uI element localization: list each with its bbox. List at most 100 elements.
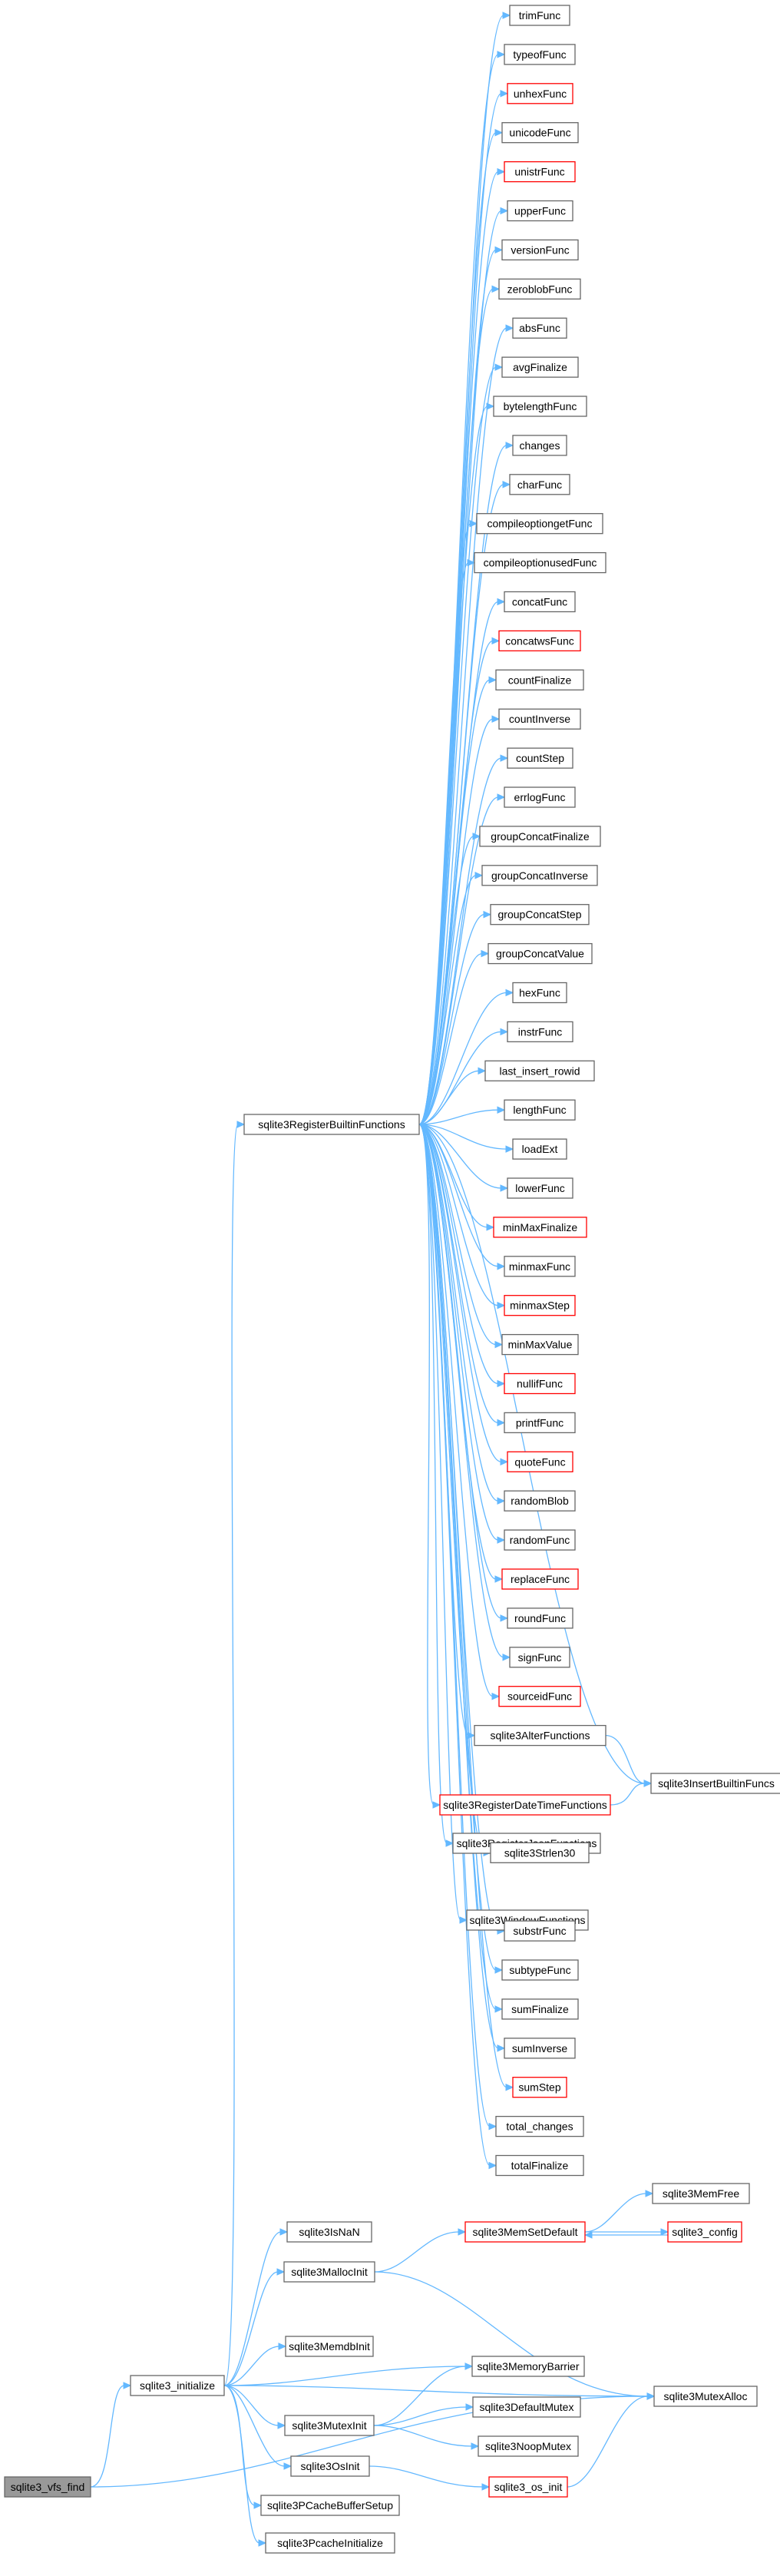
- node-label: compileoptiongetFunc: [488, 518, 593, 530]
- node-memdbinit[interactable]: sqlite3MemdbInit: [285, 2336, 374, 2357]
- node-box: [498, 630, 581, 652]
- node-label: instrFunc: [518, 1025, 563, 1038]
- node-lengthfunc[interactable]: lengthFunc: [504, 1099, 576, 1121]
- node-zeroblobfunc[interactable]: zeroblobFunc: [498, 278, 581, 300]
- node-osinit2[interactable]: sqlite3_os_init: [488, 2476, 568, 2498]
- call-edge-memsetdefault-to-memfree: [584, 2190, 654, 2233]
- node-insertbuiltin[interactable]: sqlite3InsertBuiltinFuncs: [650, 1773, 780, 1794]
- call-edge-registerbuiltin-to-f-groupconcatfinalize: [418, 833, 481, 1125]
- node-groupconcatvalue[interactable]: groupConcatValue: [488, 942, 593, 965]
- call-edge-config-to-memsetdefault: [583, 2231, 668, 2239]
- node-label: minmaxStep: [510, 1300, 570, 1312]
- node-pcachebuf[interactable]: sqlite3PCacheBufferSetup: [260, 2495, 400, 2516]
- node-initialize[interactable]: sqlite3_initialize: [130, 2375, 225, 2396]
- node-config[interactable]: sqlite3_config: [667, 2221, 742, 2243]
- node-typeoffunc[interactable]: typeofFunc: [504, 44, 576, 65]
- node-sqlite3registerdatetimefunctions[interactable]: sqlite3RegisterDateTimeFunctions: [439, 1794, 611, 1816]
- call-edge-initialize-to-membarrier: [223, 2362, 474, 2386]
- node-absfunc[interactable]: absFunc: [512, 317, 567, 339]
- node-minmaxstep[interactable]: minmaxStep: [504, 1295, 576, 1316]
- call-edge-registerbuiltin-to-f-sqlite3windowfunctions: [418, 1124, 468, 1924]
- node-vfs-find[interactable]: sqlite3_vfs_find: [4, 2476, 91, 2498]
- node-printffunc[interactable]: printfFunc: [504, 1412, 576, 1434]
- node-groupconcatinverse[interactable]: groupConcatInverse: [481, 865, 598, 886]
- node-box: [504, 591, 576, 613]
- node-sumstep[interactable]: sumStep: [512, 2077, 567, 2098]
- node-box: [285, 2336, 374, 2357]
- node-trimfunc[interactable]: trimFunc: [509, 5, 570, 26]
- node-defaultmutex[interactable]: sqlite3DefaultMutex: [472, 2396, 581, 2418]
- node-total-changes[interactable]: total_changes: [495, 2115, 584, 2137]
- node-signfunc[interactable]: signFunc: [509, 1647, 570, 1668]
- node-membarrier[interactable]: sqlite3MemoryBarrier: [471, 2356, 585, 2377]
- node-unhexfunc[interactable]: unhexFunc: [507, 83, 573, 104]
- node-osinit[interactable]: sqlite3OsInit: [290, 2455, 370, 2477]
- node-countinverse[interactable]: countInverse: [498, 708, 581, 730]
- call-edge-initialize-to-isnan: [223, 2228, 289, 2386]
- node-sqlite3strlen30[interactable]: sqlite3Strlen30: [490, 1842, 590, 1863]
- node-box: [504, 1372, 576, 1395]
- node-totalfinalize[interactable]: totalFinalize: [495, 2154, 584, 2177]
- node-minmaxfinalize[interactable]: minMaxFinalize: [493, 1217, 587, 1238]
- node-label: replaceFunc: [511, 1573, 570, 1585]
- node-label: concatwsFunc: [505, 634, 573, 647]
- node-errlogfunc[interactable]: errlogFunc: [504, 786, 576, 808]
- node-replacefunc[interactable]: replaceFunc: [501, 1568, 579, 1590]
- node-substrfunc[interactable]: substrFunc: [504, 1920, 576, 1942]
- node-versionfunc[interactable]: versionFunc: [501, 239, 579, 261]
- node-mutexalloc[interactable]: sqlite3MutexAlloc: [653, 2386, 758, 2407]
- node-loadext[interactable]: loadExt: [512, 1138, 567, 1160]
- node-sourceidfunc[interactable]: sourceidFunc: [498, 1686, 581, 1707]
- node-avgfinalize[interactable]: avgFinalize: [501, 356, 579, 378]
- node-nulliffunc[interactable]: nullifFunc: [504, 1372, 576, 1395]
- node-randomblob[interactable]: randomBlob: [504, 1490, 576, 1511]
- node-unicodefunc[interactable]: unicodeFunc: [501, 122, 579, 144]
- node-box: [507, 1177, 573, 1199]
- node-countstep[interactable]: countStep: [507, 747, 573, 769]
- node-groupconcatfinalize[interactable]: groupConcatFinalize: [479, 826, 601, 847]
- node-memfree[interactable]: sqlite3MemFree: [652, 2183, 750, 2204]
- node-last-insert-rowid[interactable]: last_insert_rowid: [484, 1060, 595, 1081]
- call-edge-registerbuiltin-to-f-absfunc: [418, 324, 514, 1125]
- node-minmaxfunc[interactable]: minmaxFunc: [504, 1256, 576, 1277]
- node-box: [260, 2495, 400, 2516]
- node-groupconcatstep[interactable]: groupConcatStep: [490, 904, 590, 925]
- node-isnan[interactable]: sqlite3IsNaN: [286, 2221, 372, 2243]
- node-pcacheinit[interactable]: sqlite3PcacheInitialize: [265, 2532, 395, 2554]
- node-changes[interactable]: changes: [512, 435, 567, 456]
- node-sumfinalize[interactable]: sumFinalize: [501, 1998, 579, 2020]
- node-label: minmaxFunc: [509, 1260, 570, 1273]
- node-noopmutex[interactable]: sqlite3NoopMutex: [478, 2435, 579, 2457]
- node-lowerfunc[interactable]: lowerFunc: [507, 1177, 573, 1199]
- node-box: [498, 278, 581, 300]
- node-label: randomBlob: [511, 1495, 569, 1507]
- node-label: groupConcatInverse: [491, 869, 588, 882]
- node-bytelengthfunc[interactable]: bytelengthFunc: [493, 396, 587, 417]
- node-concatfunc[interactable]: concatFunc: [504, 591, 576, 613]
- node-minmaxvalue[interactable]: minMaxValue: [501, 1333, 579, 1356]
- node-registerbuiltin[interactable]: sqlite3RegisterBuiltinFunctions: [243, 1114, 420, 1135]
- node-countfinalize[interactable]: countFinalize: [495, 669, 584, 690]
- node-subtypefunc[interactable]: subtypeFunc: [501, 1959, 579, 1981]
- node-label: versionFunc: [511, 243, 569, 256]
- node-quotefunc[interactable]: quoteFunc: [507, 1451, 573, 1472]
- node-upperfunc[interactable]: upperFunc: [507, 200, 573, 222]
- node-label: unistrFunc: [514, 166, 564, 178]
- node-memsetdefault[interactable]: sqlite3MemSetDefault: [464, 2221, 586, 2243]
- node-unistrfunc[interactable]: unistrFunc: [504, 161, 576, 183]
- node-mutexinit[interactable]: sqlite3MutexInit: [284, 2415, 375, 2436]
- node-suminverse[interactable]: sumInverse: [504, 2038, 576, 2059]
- node-hexfunc[interactable]: hexFunc: [512, 982, 567, 1004]
- node-instrfunc[interactable]: instrFunc: [507, 1021, 573, 1043]
- node-concatwsfunc[interactable]: concatwsFunc: [498, 630, 581, 652]
- node-sqlite3alterfunctions[interactable]: sqlite3AlterFunctions: [474, 1724, 606, 1747]
- node-compileoptiongetfunc[interactable]: compileoptiongetFunc: [476, 513, 603, 535]
- node-roundfunc[interactable]: roundFunc: [507, 1608, 573, 1629]
- node-mallocinit[interactable]: sqlite3MallocInit: [283, 2261, 375, 2283]
- node-compileoptionusedfunc[interactable]: compileoptionusedFunc: [474, 551, 606, 574]
- node-label: signFunc: [518, 1651, 562, 1664]
- node-charfunc[interactable]: charFunc: [509, 474, 570, 495]
- node-box: [507, 1021, 573, 1043]
- node-label: bytelengthFunc: [504, 400, 577, 412]
- node-randomfunc[interactable]: randomFunc: [504, 1529, 576, 1551]
